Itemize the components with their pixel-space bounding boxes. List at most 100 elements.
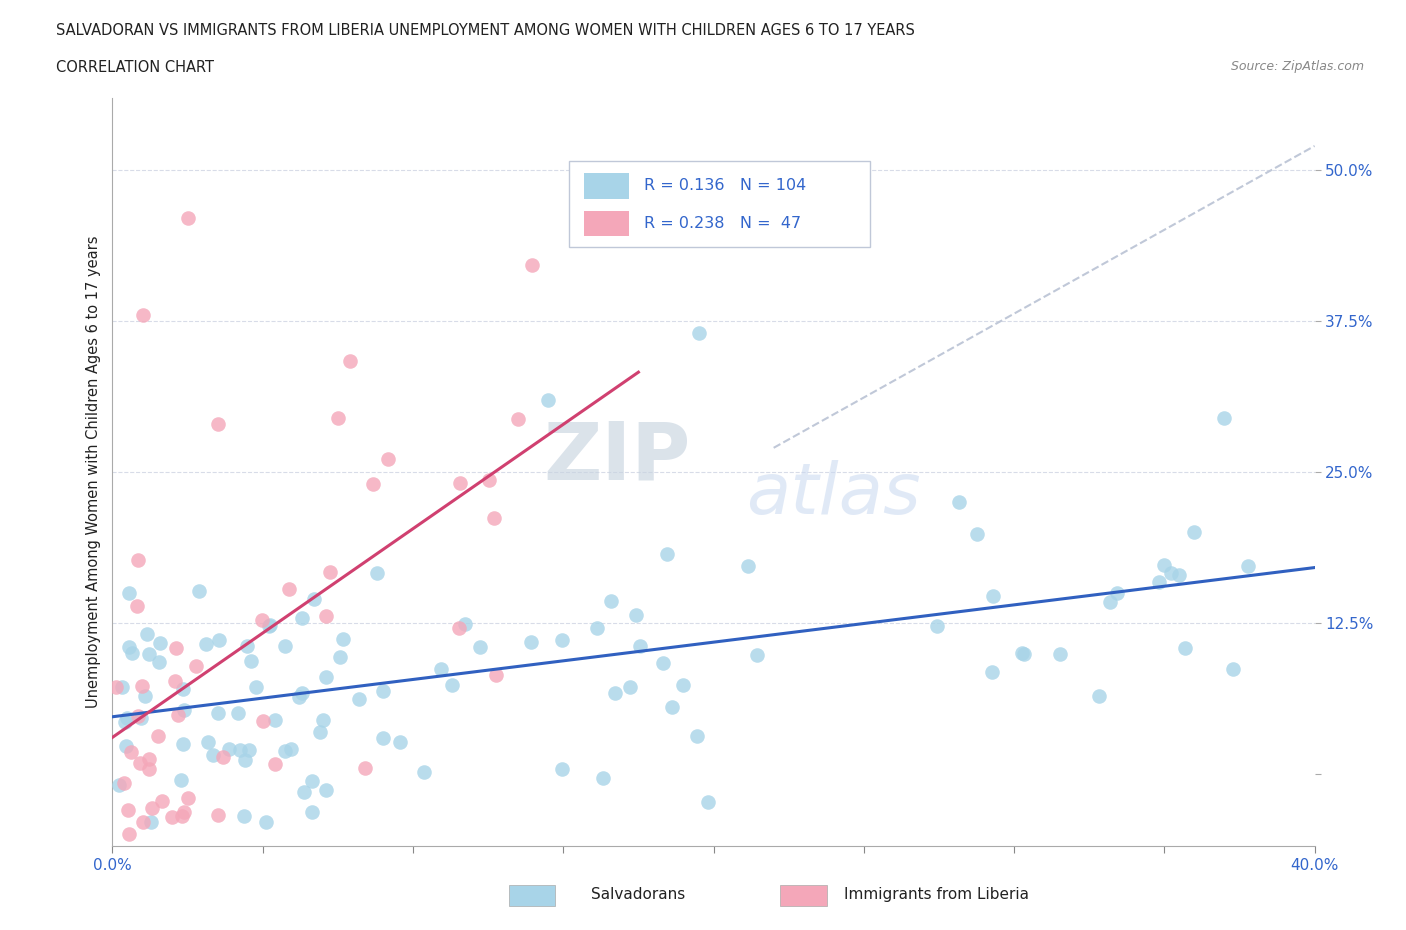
Point: [1088, 689, 1111, 704]
Point: [366, 565, 388, 580]
Point: [169, 773, 191, 788]
Point: [309, 724, 332, 739]
Point: [315, 670, 337, 684]
Point: [263, 757, 285, 772]
Point: [1105, 585, 1128, 600]
Point: [280, 742, 302, 757]
Point: [202, 748, 225, 763]
Y-axis label: Unemployment Among Women with Children Ages 6 to 17 years: Unemployment Among Women with Children A…: [86, 235, 101, 709]
Point: [377, 451, 399, 466]
Point: [484, 511, 506, 525]
Point: [449, 475, 471, 490]
Point: [672, 678, 695, 693]
Point: [948, 495, 970, 510]
Text: Source: ZipAtlas.com: Source: ZipAtlas.com: [1230, 60, 1364, 73]
FancyBboxPatch shape: [583, 173, 630, 199]
Point: [291, 611, 314, 626]
Point: [233, 752, 256, 767]
Point: [1012, 646, 1035, 661]
Point: [173, 703, 195, 718]
Point: [114, 714, 136, 729]
Point: [160, 809, 183, 824]
Point: [454, 617, 477, 631]
Point: [218, 741, 240, 756]
FancyBboxPatch shape: [780, 885, 827, 906]
Point: [207, 417, 229, 432]
Point: [600, 594, 623, 609]
Point: [238, 743, 260, 758]
Point: [301, 805, 323, 820]
Point: [187, 583, 209, 598]
Point: [108, 777, 131, 792]
Point: [259, 618, 281, 632]
Point: [232, 809, 254, 824]
Point: [328, 410, 350, 425]
Point: [1184, 525, 1206, 539]
Point: [981, 665, 1004, 680]
Point: [361, 476, 384, 491]
Point: [111, 680, 134, 695]
Point: [737, 559, 759, 574]
Point: [245, 680, 267, 695]
Point: [430, 661, 453, 676]
Point: [624, 607, 647, 622]
Point: [315, 609, 337, 624]
FancyBboxPatch shape: [509, 885, 555, 906]
Point: [1213, 410, 1236, 425]
Point: [537, 392, 560, 407]
Point: [170, 808, 193, 823]
Point: [688, 326, 710, 340]
Point: [207, 807, 229, 822]
Point: [138, 751, 160, 766]
Point: [628, 639, 651, 654]
Text: atlas: atlas: [747, 460, 921, 529]
Point: [508, 411, 530, 426]
Point: [184, 658, 207, 673]
Point: [440, 677, 463, 692]
Point: [131, 678, 153, 693]
Point: [981, 589, 1004, 604]
Point: [696, 795, 718, 810]
Point: [117, 803, 139, 817]
Point: [1049, 646, 1071, 661]
Text: Salvadorans: Salvadorans: [591, 887, 685, 902]
Point: [1153, 558, 1175, 573]
Point: [413, 764, 436, 779]
Point: [592, 771, 614, 786]
Point: [657, 546, 679, 561]
Point: [172, 737, 194, 751]
Point: [1237, 559, 1260, 574]
Point: [288, 689, 311, 704]
Point: [172, 681, 194, 696]
Point: [329, 649, 352, 664]
Point: [127, 552, 149, 567]
Point: [619, 680, 641, 695]
Point: [274, 639, 297, 654]
Point: [226, 706, 249, 721]
Point: [520, 258, 543, 272]
Point: [551, 632, 574, 647]
Point: [347, 692, 370, 707]
Point: [118, 586, 141, 601]
Point: [1011, 645, 1033, 660]
Point: [127, 709, 149, 724]
Point: [1160, 565, 1182, 580]
Point: [291, 685, 314, 700]
Point: [259, 618, 281, 633]
Point: [478, 472, 501, 487]
Point: [354, 761, 377, 776]
Point: [1168, 567, 1191, 582]
Point: [118, 827, 141, 842]
FancyBboxPatch shape: [569, 161, 870, 247]
Point: [146, 729, 169, 744]
Point: [332, 631, 354, 646]
FancyBboxPatch shape: [583, 211, 630, 236]
Point: [141, 801, 163, 816]
Point: [131, 815, 153, 830]
Point: [292, 784, 315, 799]
Point: [485, 668, 508, 683]
Point: [264, 713, 287, 728]
Point: [114, 739, 136, 754]
Point: [207, 706, 229, 721]
Point: [1174, 641, 1197, 656]
